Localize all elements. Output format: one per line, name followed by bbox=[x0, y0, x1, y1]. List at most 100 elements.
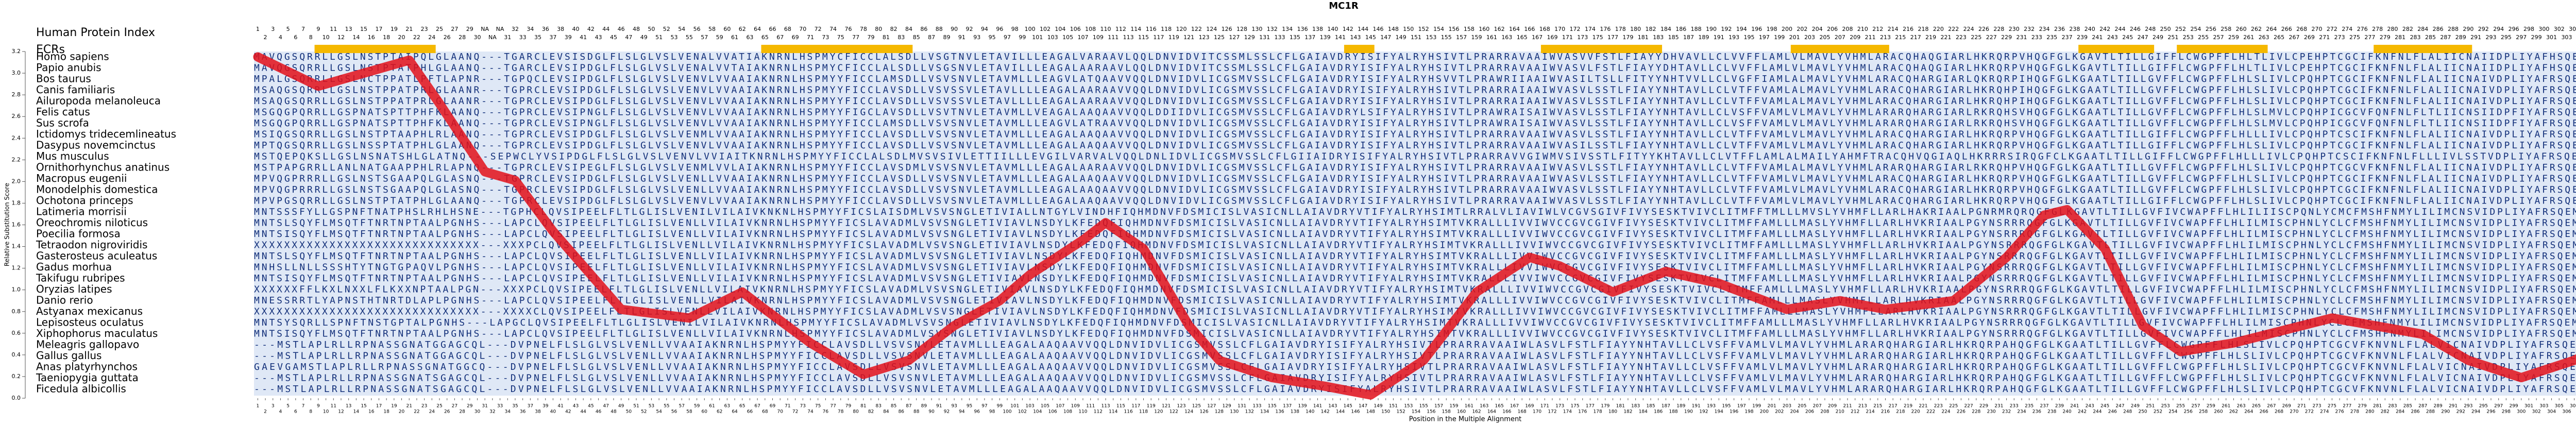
x-tick-label: 151 bbox=[1389, 404, 1398, 409]
x-tick-label: 218 bbox=[1896, 410, 1905, 415]
index-label: 90 bbox=[951, 26, 958, 32]
y-tick-label: 1.6 bbox=[12, 222, 21, 228]
x-tick-label: 153 bbox=[1404, 404, 1413, 409]
index-label: 117 bbox=[1153, 34, 1164, 41]
x-tick-label: 56 bbox=[671, 410, 677, 415]
index-label: 150 bbox=[1403, 26, 1414, 32]
index-label: 138 bbox=[1312, 26, 1323, 32]
x-tick-label: 149 bbox=[1374, 404, 1382, 409]
x-tick-label: 64 bbox=[732, 410, 738, 415]
index-label: 93 bbox=[973, 34, 980, 41]
index-label: 173 bbox=[1577, 34, 1588, 41]
index-label: 28 bbox=[459, 34, 466, 41]
x-tick-label: 204 bbox=[1790, 410, 1799, 415]
index-label: 163 bbox=[1501, 34, 1512, 41]
x-tick-label: 257 bbox=[2191, 404, 2200, 409]
index-label: 256 bbox=[2206, 26, 2216, 32]
x-tick-label: 184 bbox=[1639, 410, 1648, 415]
x-tick-label: 59 bbox=[694, 404, 700, 409]
sequence: MSIQGSQRRLLGSLNSTPTAAPHLRLAANQ---TGPRCLE… bbox=[254, 129, 2576, 140]
x-tick-label: 210 bbox=[1836, 410, 1844, 415]
x-tick-label: 39 bbox=[543, 404, 549, 409]
x-tick-label: 190 bbox=[1684, 410, 1693, 415]
index-label: 238 bbox=[2069, 26, 2080, 32]
x-tick-label: 291 bbox=[2449, 404, 2458, 409]
index-label: 114 bbox=[1130, 26, 1141, 32]
index-label: 249 bbox=[2153, 34, 2163, 41]
y-tick-label: 3.0 bbox=[12, 70, 21, 76]
x-tick-label: 185 bbox=[1646, 404, 1655, 409]
index-label: 141 bbox=[1335, 34, 1346, 41]
x-tick-label: 156 bbox=[1427, 410, 1435, 415]
index-label: 222 bbox=[1948, 26, 1959, 32]
index-label: 146 bbox=[1373, 26, 1384, 32]
x-tick-label: 60 bbox=[702, 410, 708, 415]
x-tick-label: 30 bbox=[474, 410, 481, 415]
x-tick-label: 295 bbox=[2479, 404, 2488, 409]
sequence: MSAQGSQRRLLGSLNSTPPATPRLGLAANR---TGPRCLE… bbox=[254, 85, 2576, 96]
index-label: 47 bbox=[625, 34, 632, 41]
x-tick-label: 211 bbox=[1843, 404, 1852, 409]
x-tick-label: 239 bbox=[2055, 404, 2064, 409]
index-label: 133 bbox=[1275, 34, 1285, 41]
index-label: 291 bbox=[2470, 34, 2481, 41]
species-name: Homo sapiens bbox=[36, 50, 109, 63]
x-tick-label: 292 bbox=[2456, 410, 2465, 415]
x-tick-label: 166 bbox=[1502, 410, 1511, 415]
index-label: 43 bbox=[595, 34, 602, 41]
index-label: 229 bbox=[2001, 34, 2012, 41]
x-tick-label: 75 bbox=[815, 404, 821, 409]
index-label: 1 bbox=[256, 26, 260, 32]
index-label: 199 bbox=[1774, 34, 1785, 41]
index-label: 281 bbox=[2395, 34, 2405, 41]
x-tick-label: 286 bbox=[2411, 410, 2419, 415]
x-tick-label: 290 bbox=[2441, 410, 2450, 415]
index-label: 177 bbox=[1607, 34, 1618, 41]
index-label: 181 bbox=[1638, 34, 1649, 41]
sequence: MNTSLSQYFLMSQTFTNRTNPTAALPGNHS---LAPCLQV… bbox=[254, 218, 2576, 229]
index-label: 165 bbox=[1517, 34, 1528, 41]
x-tick-label: 258 bbox=[2199, 410, 2208, 415]
x-tick-label: 164 bbox=[1487, 410, 1496, 415]
x-tick-label: 88 bbox=[913, 410, 920, 415]
x-tick-label: 182 bbox=[1623, 410, 1632, 415]
index-label: 272 bbox=[2327, 26, 2337, 32]
index-label: 112 bbox=[1115, 26, 1126, 32]
species-name: Ficedula albicollis bbox=[36, 383, 126, 395]
index-label: 263 bbox=[2259, 34, 2269, 41]
x-tick-label: 161 bbox=[1465, 404, 1473, 409]
x-tick-label: 307 bbox=[2570, 404, 2576, 409]
x-tick-label: 155 bbox=[1419, 404, 1428, 409]
index-label: 67 bbox=[776, 34, 784, 41]
index-label: 216 bbox=[1903, 26, 1913, 32]
index-label: 300 bbox=[2538, 26, 2549, 32]
x-tick-label: 251 bbox=[2146, 404, 2155, 409]
x-tick-label: 294 bbox=[2471, 410, 2480, 415]
index-label: 297 bbox=[2516, 34, 2527, 41]
x-tick-label: 208 bbox=[1820, 410, 1829, 415]
index-label: 232 bbox=[2024, 26, 2035, 32]
sequence: XXXXXXXXXXXXXXXXXXXXXXXXXXXXXX---XXXPCLQ… bbox=[254, 240, 2576, 251]
x-tick-label: 167 bbox=[1510, 404, 1519, 409]
x-tick-label: 139 bbox=[1298, 404, 1307, 409]
species-name: Ochotona princeps bbox=[36, 194, 133, 207]
index-label: 294 bbox=[2493, 26, 2504, 32]
x-tick-label: 254 bbox=[2168, 410, 2177, 415]
sequence: MPALGSQRRLLGSLNCTPPATLPFTLAPNR---TGPQCLE… bbox=[254, 74, 2576, 84]
index-label: 221 bbox=[1941, 34, 1952, 41]
index-label: 164 bbox=[1509, 26, 1520, 32]
index-label: 217 bbox=[1910, 34, 1921, 41]
x-tick-label: 107 bbox=[1056, 404, 1064, 409]
x-tick-label: 102 bbox=[1018, 410, 1027, 415]
index-label: 68 bbox=[784, 26, 791, 32]
species-name: Sus scrofa bbox=[36, 117, 89, 129]
x-tick-label: 250 bbox=[2138, 410, 2147, 415]
x-tick-label: 126 bbox=[1199, 410, 1208, 415]
x-tick-label: 3 bbox=[272, 404, 275, 409]
x-tick-label: 128 bbox=[1215, 410, 1224, 415]
index-label: 101 bbox=[1032, 34, 1043, 41]
x-tick-label: 57 bbox=[679, 404, 684, 409]
index-label: 46 bbox=[618, 26, 625, 32]
index-label: 96 bbox=[996, 26, 1003, 32]
index-label: 16 bbox=[368, 34, 375, 41]
